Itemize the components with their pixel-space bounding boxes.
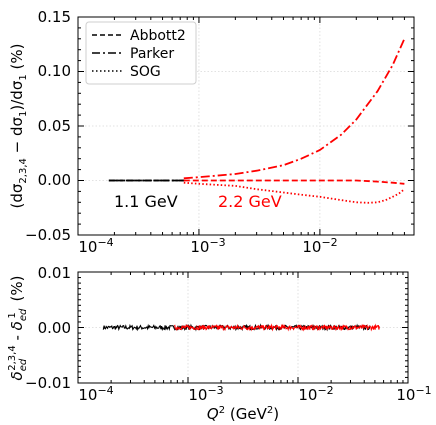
top-ytick-label: −0.05 [25, 226, 71, 244]
top-series-dotted-red [183, 181, 405, 204]
bottom-xtick-label: 10−4 [78, 384, 113, 404]
bottom-panel: 0.01 0.00 −0.01 10−4 10−3 10−2 10−1 Q2 (… [7, 264, 432, 423]
top-series-dashed-red [183, 179, 405, 185]
bottom-xlabel: Q2 (GeV2) [207, 405, 279, 423]
bottom-ylabel: δed2,3,4 - δed1 (%) [7, 276, 29, 381]
bottom-ytick-label: 0.00 [38, 319, 71, 337]
top-ytick-label: 0.10 [38, 62, 71, 80]
bottom-ytick-label: 0.01 [38, 264, 71, 282]
legend-label-parker: Parker [130, 46, 174, 62]
top-series-dashdot-red [183, 38, 406, 180]
top-ytick-label: 0.05 [38, 117, 71, 135]
legend-label-abbott2: Abbott2 [130, 28, 186, 44]
top-ticks [77, 16, 415, 236]
bottom-xtick-label: 10−1 [396, 384, 431, 404]
top-panel: 0.15 0.10 0.05 0.00 −0.05 10−4 10−3 10−2… [8, 8, 415, 256]
top-xtick-label: 10−2 [302, 236, 337, 256]
top-ytick-label: 0.15 [38, 8, 71, 26]
bottom-series-black [102, 323, 371, 332]
bottom-ticks [77, 271, 409, 384]
top-series-layer [108, 38, 406, 204]
bottom-series-red [173, 323, 380, 332]
legend-box [85, 21, 197, 85]
top-ytick-label: 0.00 [38, 171, 71, 189]
bottom-ytick-label: −0.01 [25, 374, 71, 392]
bottom-series-layer [102, 323, 380, 332]
top-ylabel: (dσ2,3,4 − dσ1)/dσ1 (%) [8, 44, 29, 209]
bottom-xtick-label: 10−3 [188, 384, 223, 404]
bottom-xtick-label: 10−2 [298, 384, 333, 404]
annotation-1p1-gev: 1.1 GeV [114, 192, 178, 211]
top-xtick-label: 10−3 [190, 236, 225, 256]
top-xtick-label: 10−4 [78, 236, 113, 256]
annotation-2p2-gev: 2.2 GeV [218, 192, 282, 211]
legend-label-sog: SOG [130, 64, 161, 80]
legend: Abbott2 Parker SOG [85, 21, 197, 85]
